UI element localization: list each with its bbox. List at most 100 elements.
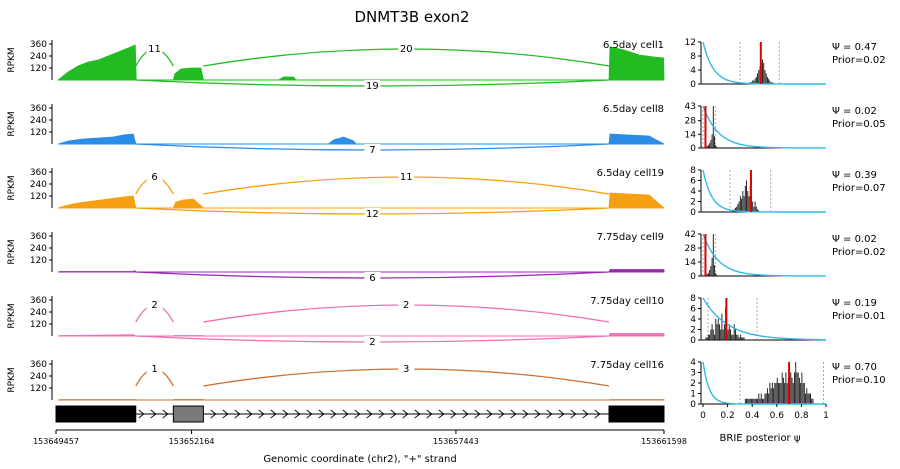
track-name: 6.5day cell1 [603,40,664,51]
posterior-bar [808,393,810,404]
junction-count: 2 [151,300,157,311]
hist-y-tick-label: 0 [690,208,696,218]
strand-arrow [330,409,337,419]
posterior-bar [715,319,717,340]
junction-label-bg [146,171,163,182]
psi-value: Ψ = 0.02 [832,106,877,117]
prior-curve [702,297,827,341]
strand-arrow [522,409,529,419]
posterior-bar [710,329,712,340]
posterior-bar [714,136,715,148]
posterior-bar [739,196,741,212]
posterior-bar [770,82,772,84]
posterior-bar [709,270,711,276]
hist-x-axis-label: BRIE posterior ψ [720,433,801,444]
posterior-bar [800,383,802,404]
posterior-bar [737,334,739,340]
hist-y-tick-label: 8 [690,294,696,304]
posterior-bar [752,398,754,404]
strand-arrow [510,409,517,419]
junction-count: 3 [403,364,409,375]
posterior-bar [776,377,778,404]
posterior-bar [753,398,755,404]
track-y-label: RPKM [7,239,17,264]
hist-y-tick-label: 28 [685,244,697,254]
track-y-tick-label: 360 [30,104,47,114]
posterior-bar [709,334,711,340]
posterior-bar [759,398,761,404]
posterior-bar [707,145,709,148]
junction-count: 20 [400,44,413,55]
track-y-tick-label: 120 [30,128,47,138]
posterior-bar [731,334,733,340]
posterior-bar [771,82,773,84]
gene-model [55,405,665,423]
junction-count: 1 [151,364,157,375]
junction-count: 11 [400,172,413,183]
track-name: 6.5day cell8 [603,104,664,115]
track-y-label: RPKM [7,303,17,328]
psi-value: Ψ = 0.19 [832,298,877,309]
hist-y-tick-label: 4 [690,66,696,76]
posterior-bar [766,388,768,404]
junction-count: 6 [151,172,157,183]
hist-y-tick-label: 2 [690,198,696,208]
posterior-histogram-0: 12 8 4 0 Ψ = 0.47 Prior=0.02 [685,38,886,90]
track-name: 7.75day cell16 [590,360,664,371]
posterior-bar [755,206,757,212]
hist-y-tick-label: 1 [690,390,696,400]
strand-arrow [366,409,373,419]
posterior-bar [757,398,759,404]
posterior-bar [760,393,762,404]
hist-y-tick-label: 14 [685,130,697,140]
track-y-label: RPKM [7,47,17,72]
strand-arrow [150,409,157,419]
posterior-bar [769,80,771,84]
strand-arrow [282,409,289,419]
junction-label-bg [364,208,381,219]
hist-y-tick-label: 4 [690,315,696,325]
track-y-tick-label: 360 [30,296,47,306]
posterior-bar [768,78,770,84]
strand-arrow [222,409,229,419]
track-y-tick-label: 120 [30,256,47,266]
coverage-block [58,133,137,145]
track-y-label: RPKM [7,367,17,392]
prior-value: Prior=0.05 [832,119,886,130]
posterior-bar [752,201,754,212]
posterior-bar [768,393,770,404]
track-y-label: RPKM [7,175,17,200]
strand-arrow [414,409,421,419]
posterior-bar [773,388,775,404]
coverage-block [327,136,357,145]
posterior-bar [810,393,811,404]
posterior-bar [741,198,743,212]
posterior-bar [781,372,783,404]
posterior-bar [753,80,755,84]
strand-arrow [318,409,325,419]
exon-block [55,405,137,423]
posterior-bar [733,324,735,340]
prior-value: Prior=0.07 [832,183,886,194]
hist-y-tick-label: 2 [690,379,696,389]
psi-value: Ψ = 0.47 [832,42,877,53]
posterior-bar [811,398,813,404]
posterior-bar [753,206,755,212]
hist-y-tick-label: 0 [690,272,696,282]
posterior-bar [714,334,715,340]
posterior-bar [712,329,714,340]
junction-label-bg [398,43,415,54]
posterior-bar [758,70,760,84]
psi-value: Ψ = 0.02 [832,234,877,245]
hist-y-tick-label: 6 [690,177,696,187]
posterior-bar [779,383,781,404]
junction-label-bg [146,363,163,374]
junction-label-bg [364,144,381,155]
posterior-bar [730,329,731,340]
track-y-tick-label: 360 [30,232,47,242]
posterior-bar [742,337,744,340]
posterior-bar [748,196,750,212]
track-name: 6.5day cell19 [597,168,664,179]
